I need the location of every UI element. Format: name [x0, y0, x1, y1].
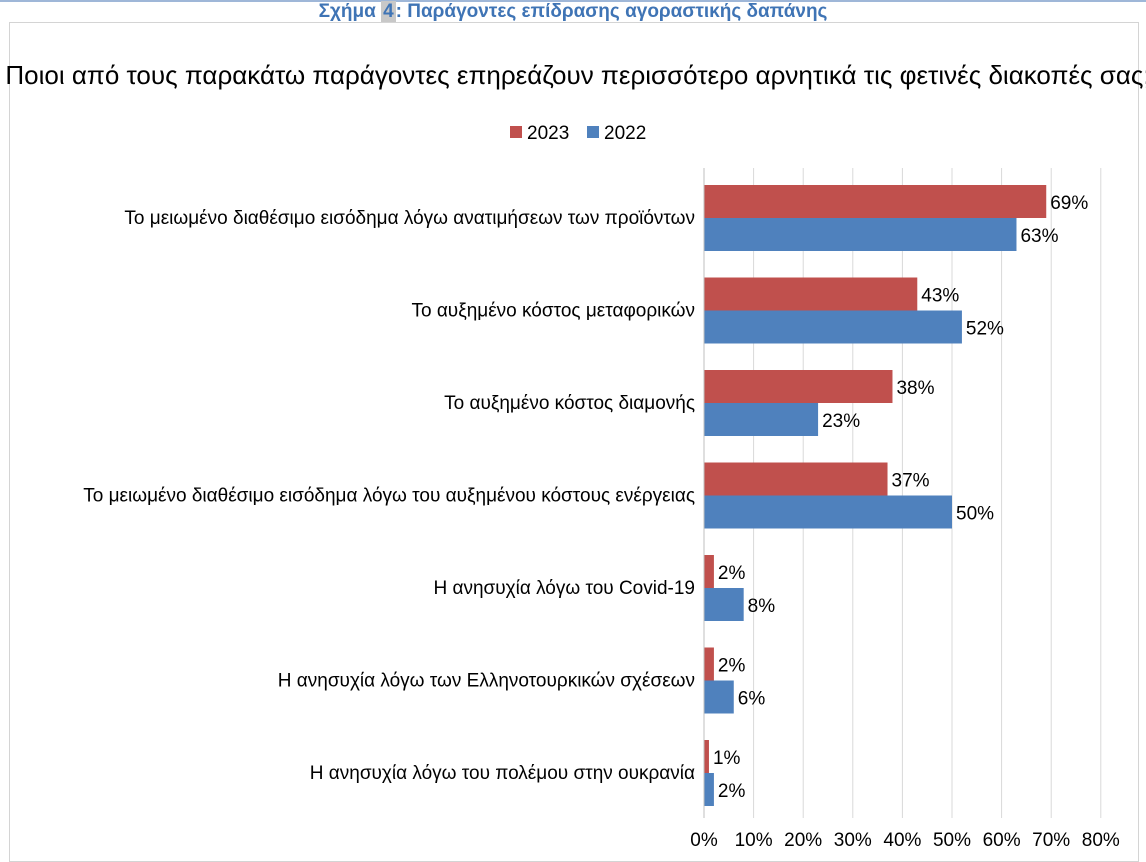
- data-label: 2%: [718, 563, 746, 584]
- category-label: Η ανησυχία λόγω του Covid-19: [433, 578, 695, 599]
- bar-2022: [704, 773, 714, 806]
- bar-2022: [704, 495, 952, 529]
- bar-2023: [704, 740, 709, 773]
- data-label: 2%: [718, 656, 746, 677]
- bar-2022: [704, 310, 962, 344]
- x-tick-label: 0%: [690, 830, 718, 851]
- legend-swatch: [587, 126, 599, 138]
- bar-2023: [704, 370, 893, 403]
- bar-2023: [704, 647, 714, 681]
- x-tick-label: 30%: [834, 830, 872, 851]
- chart-title: Ποιοι από τους παρακάτω παράγοντες επηρε…: [5, 60, 1146, 90]
- bar-2023: [704, 277, 918, 311]
- data-label: 37%: [892, 471, 930, 492]
- x-tick-label: 20%: [784, 830, 822, 851]
- bar-2023: [704, 462, 888, 496]
- x-tick-label: 70%: [1032, 830, 1070, 851]
- data-label: 6%: [738, 689, 766, 710]
- legend-label: 2022: [604, 123, 646, 144]
- caption-number: 4: [381, 1, 396, 22]
- x-tick-label: 60%: [983, 830, 1021, 851]
- data-label: 69%: [1050, 193, 1088, 214]
- category-label: Η ανησυχία λόγω του πολέμου στην ουκρανί…: [310, 763, 695, 784]
- data-label: 1%: [713, 748, 741, 769]
- top-rule: [0, 0, 1146, 2]
- data-label: 52%: [966, 319, 1004, 340]
- bar-2022: [704, 588, 744, 621]
- category-label: Το αυξημένο κόστος διαμονής: [444, 393, 695, 414]
- category-label: Το μειωμένο διαθέσιμο εισόδημα λόγω του …: [83, 486, 695, 507]
- data-label: 43%: [921, 286, 959, 307]
- x-tick-label: 50%: [933, 830, 971, 851]
- category-label: Το μειωμένο διαθέσιμο εισόδημα λόγω ανατ…: [124, 208, 695, 229]
- data-label: 63%: [1020, 226, 1058, 247]
- bar-2022: [704, 403, 819, 436]
- figure-caption: Σχήμα 4: Παράγοντες επίδρασης αγοραστική…: [0, 0, 1146, 26]
- bar-2022: [704, 218, 1017, 251]
- x-tick-label: 40%: [883, 830, 921, 851]
- bar-2023: [704, 555, 714, 588]
- x-tick-label: 10%: [735, 830, 773, 851]
- legend-swatch: [510, 126, 522, 138]
- data-label: 38%: [896, 378, 934, 399]
- x-tick-label: 80%: [1082, 830, 1120, 851]
- category-label: Η ανησυχία λόγω των Ελληνοτουρκικών σχέσ…: [278, 671, 695, 692]
- data-label: 2%: [718, 781, 746, 802]
- caption-text: : Παράγοντες επίδρασης αγοραστικής δαπάν…: [395, 1, 828, 22]
- caption-prefix: Σχήμα: [318, 1, 382, 22]
- bar-2022: [704, 680, 734, 714]
- data-label: 23%: [822, 411, 860, 432]
- legend-label: 2023: [527, 123, 569, 144]
- data-label: 8%: [748, 596, 776, 617]
- bar-2023: [704, 185, 1047, 218]
- category-label: Το αυξημένο κόστος μεταφορικών: [411, 301, 695, 322]
- data-label: 50%: [956, 504, 994, 525]
